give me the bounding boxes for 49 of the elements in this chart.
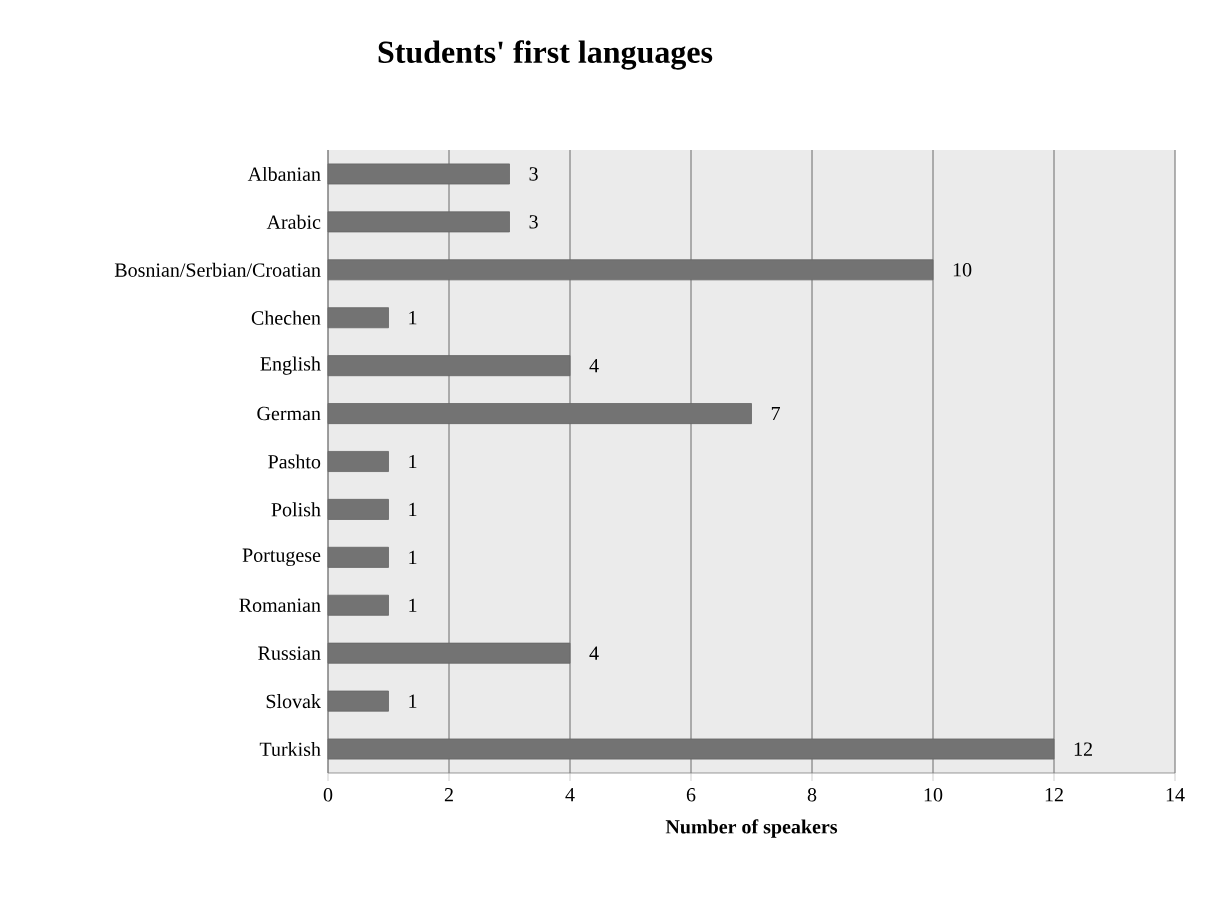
bar xyxy=(327,451,389,472)
data-label: 7 xyxy=(771,407,781,421)
y-tick-label: Turkish xyxy=(259,741,321,757)
y-tick-label: German xyxy=(257,406,321,421)
bar xyxy=(327,211,510,233)
bar xyxy=(327,594,389,616)
y-tick-label: Bosnian/Serbian/Croatian xyxy=(114,262,321,277)
bar xyxy=(327,403,752,425)
y-tick-label: English xyxy=(260,356,321,375)
bar xyxy=(327,738,1055,760)
bar xyxy=(327,163,510,185)
data-label: 12 xyxy=(1074,742,1092,756)
x-tick-label: 10 xyxy=(924,788,943,802)
y-tick-label: Slovak xyxy=(266,694,321,709)
y-tick-label: Pashto xyxy=(268,454,321,469)
y-tick-label: Russian xyxy=(258,646,321,660)
y-tick-label: Portugese xyxy=(242,548,321,567)
x-tick-label: 12 xyxy=(1045,788,1063,802)
x-tick-label: 6 xyxy=(686,788,696,802)
data-label: 3 xyxy=(529,167,538,181)
data-label: 4 xyxy=(589,646,599,660)
chart-title: Students' first languages xyxy=(378,40,713,70)
bar xyxy=(327,642,571,664)
y-tick-label: Arabic xyxy=(266,214,321,229)
bar xyxy=(327,355,571,377)
data-label: 1 xyxy=(409,550,417,564)
data-label: 4 xyxy=(589,359,599,373)
data-label: 10 xyxy=(953,263,972,277)
x-tick-label: 14 xyxy=(1166,788,1185,802)
data-label: 1 xyxy=(409,454,417,469)
bar xyxy=(327,546,389,568)
y-tick-label: Chechen xyxy=(251,310,321,325)
x-tick-label: 8 xyxy=(807,788,817,802)
bar xyxy=(327,690,389,712)
x-tick-label: 2 xyxy=(444,788,453,802)
data-label: 1 xyxy=(409,694,417,708)
y-tick-label: Albanian xyxy=(247,166,321,181)
bar xyxy=(327,498,389,520)
x-tick-label: 4 xyxy=(565,788,575,802)
data-label: 1 xyxy=(409,311,417,325)
y-tick-label: Romanian xyxy=(239,598,321,612)
x-axis-title: Number of speakers xyxy=(665,819,838,838)
bar xyxy=(327,307,389,329)
bar xyxy=(327,259,934,281)
data-label: 3 xyxy=(529,215,538,229)
x-tick-label: 0 xyxy=(323,788,333,802)
data-label: 1 xyxy=(409,598,417,612)
data-label: 1 xyxy=(409,502,417,517)
y-tick-label: Polish xyxy=(271,502,321,517)
